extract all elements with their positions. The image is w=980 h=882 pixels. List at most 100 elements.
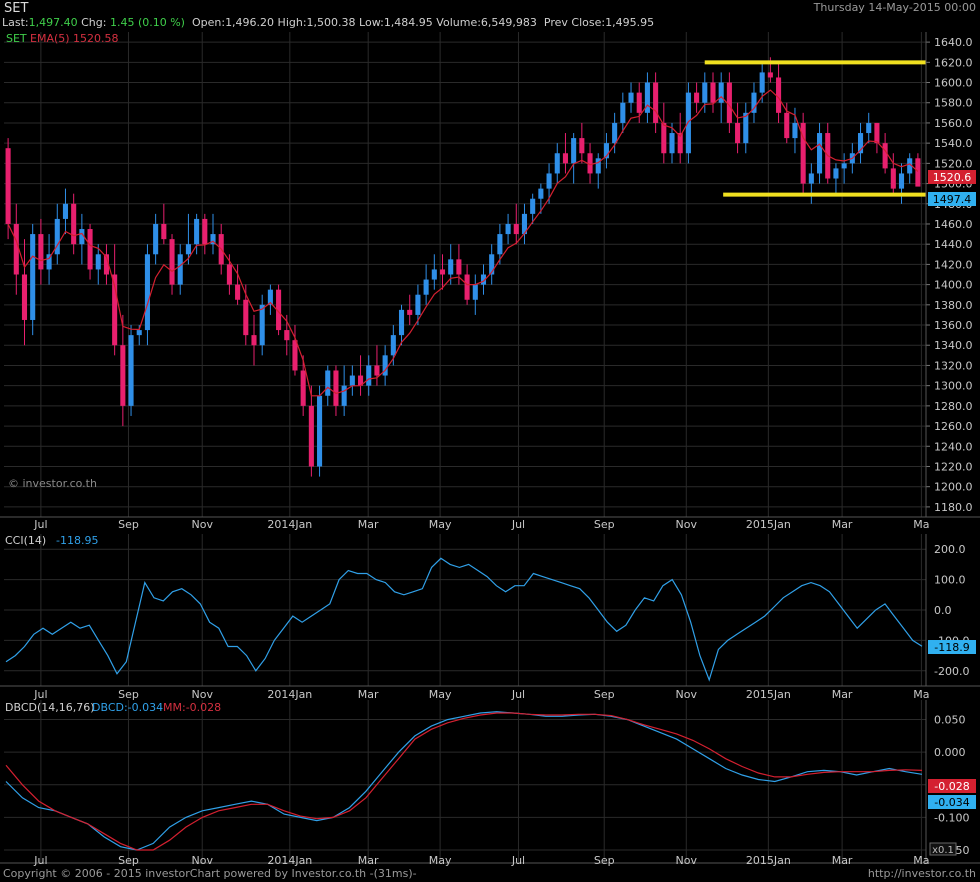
candle-body: [325, 370, 331, 396]
candle-body: [546, 173, 552, 189]
footer-url[interactable]: http://investor.co.th: [867, 867, 976, 880]
candle-body: [128, 335, 134, 406]
symbol-title: SET: [4, 1, 29, 16]
candle-body: [259, 304, 265, 346]
price-tick-label: 1460.0: [934, 218, 973, 231]
high-label: High:: [277, 16, 307, 29]
prev-close-value: 1,495.95: [605, 16, 655, 29]
price-tick-label: 1560.0: [934, 117, 973, 130]
candle-body: [480, 274, 487, 285]
candle-body: [153, 223, 159, 255]
x-tick-label: 2015Jan: [746, 854, 791, 867]
candle-body: [874, 122, 880, 144]
candle-body: [628, 92, 634, 103]
candle-body: [907, 158, 913, 174]
candle-body: [866, 122, 872, 134]
ema-line: [7, 89, 919, 397]
x-tick-label: Sep: [594, 688, 615, 701]
candle-body: [497, 234, 503, 255]
candle-body: [144, 254, 150, 331]
candle-body: [194, 218, 200, 245]
candle-body: [136, 330, 142, 336]
dbcd-tick-label: 0.050: [934, 714, 966, 727]
chg-value: 1.45 (0.10 %): [109, 16, 185, 29]
price-tick-label: 1620.0: [934, 56, 973, 69]
candle-body: [5, 148, 11, 224]
candle-body: [521, 213, 528, 235]
candle-body: [538, 188, 544, 199]
open-label: Open:: [191, 16, 226, 29]
ema-polyline: [7, 89, 919, 397]
price-y-axis: 1640.0 1620.0 1600.0 1580.0 1560.0 1540.0 1520…: [926, 36, 973, 514]
candle-body: [669, 133, 675, 154]
price-grid: [4, 32, 926, 517]
candle-body: [554, 153, 560, 174]
price-tick-label: 1520.0: [934, 157, 973, 170]
candle-body: [390, 335, 396, 356]
x-tick-label: Mar: [358, 688, 379, 701]
candle-body: [792, 122, 798, 139]
candle-body: [374, 365, 380, 376]
dbcd-legend-value: DBCD:-0.034: [92, 701, 163, 714]
mm-polyline: [5, 712, 923, 851]
candle-body: [833, 168, 839, 179]
candle-body: [251, 335, 257, 346]
candle-body: [489, 254, 495, 275]
x-tick-label: Ma: [913, 688, 929, 701]
cci-polyline: [5, 557, 923, 682]
candle-body: [333, 370, 339, 406]
candle-body: [177, 254, 183, 285]
candle-body: [562, 153, 568, 164]
chg-label: Chg:: [81, 16, 107, 29]
x-tick-label: May: [429, 688, 452, 701]
candle-body: [743, 112, 749, 144]
watermark: © investor.co.th: [8, 477, 97, 490]
x-axes: Jul Jul Jul Sep Sep Sep Nov Nov Nov 2014Jan 2014Ja…: [0, 32, 980, 867]
x-tick-label: Sep: [118, 688, 139, 701]
x-tick-label: Jul: [33, 518, 47, 531]
x-tick-label: Mar: [832, 688, 853, 701]
candle-body: [398, 309, 405, 336]
candle-body: [644, 82, 650, 113]
volume-value: 6,549,983: [480, 16, 537, 29]
x-tick-label: Mar: [832, 854, 853, 867]
candle-body: [710, 82, 716, 103]
price-tick-label: 1440.0: [934, 238, 973, 251]
candle-body: [587, 153, 593, 174]
price-tick-label: 1340.0: [934, 339, 973, 352]
dbcd-value-tag: -0.034: [934, 796, 969, 809]
cci-value-tag-bg: [928, 640, 976, 654]
price-tick-label: 1300.0: [934, 380, 973, 393]
price-tick-label: 1400.0: [934, 279, 973, 292]
price-tick-label: 1280.0: [934, 400, 973, 413]
x-tick-label: Jul: [33, 854, 47, 867]
price-tick-label: 1180.0: [934, 501, 973, 514]
last-price-tag-bg: [928, 192, 976, 206]
candle-body: [661, 122, 667, 154]
candle-body: [898, 173, 905, 189]
candle-body: [784, 112, 790, 139]
x-tick-label: Nov: [676, 518, 698, 531]
candle-body: [579, 138, 585, 154]
quote-header: SET Thursday 14-May-2015 00:00 Last:1,49…: [0, 0, 980, 32]
price-tick-label: 1420.0: [934, 258, 973, 271]
price-tick-label: 1540.0: [934, 137, 973, 150]
candle-body: [915, 158, 921, 187]
candle-body: [276, 289, 282, 331]
candle-body: [71, 203, 77, 245]
dbcd-grid: [4, 700, 926, 863]
x-tick-label: Sep: [594, 854, 615, 867]
price-tick-label: 1200.0: [934, 481, 973, 494]
candle-body: [890, 168, 896, 189]
mm-legend-value: MM:-0.028: [163, 701, 221, 714]
candle-body: [808, 173, 814, 184]
x-tick-label: Sep: [594, 518, 615, 531]
dbcd-tick-label: 0.000: [934, 746, 966, 759]
candle-body: [423, 279, 429, 295]
candle-body: [95, 254, 101, 270]
candle-body: [448, 259, 454, 275]
dbcd-legend-label: DBCD(14,16,76): [5, 701, 95, 714]
candle-body: [571, 138, 577, 164]
candle-body: [46, 254, 52, 270]
